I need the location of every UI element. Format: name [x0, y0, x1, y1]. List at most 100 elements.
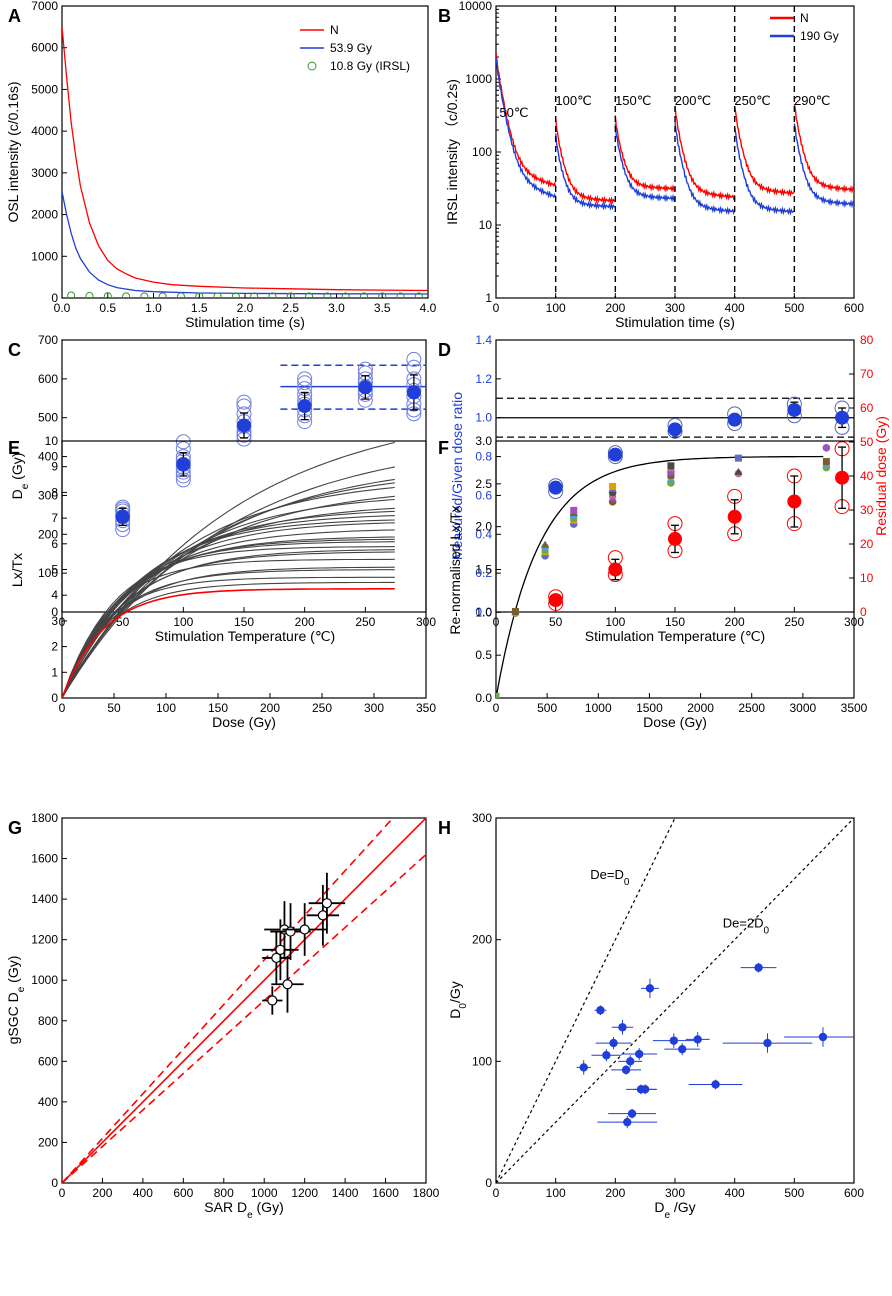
x-tick-label: 0.5 — [99, 301, 116, 315]
x-tick-label: 150 — [234, 615, 254, 629]
dose-response-curve — [62, 566, 395, 698]
plot-area — [62, 441, 395, 698]
plot-frame — [495, 339, 855, 613]
x-tick-label: 3.0 — [328, 301, 345, 315]
x-tick-label: 3.5 — [374, 301, 391, 315]
dose-response-curve — [62, 466, 395, 698]
plot-frame — [61, 5, 429, 299]
x-axis-label: Stimulation time (s) — [185, 314, 305, 330]
residual-point-mean — [787, 494, 802, 509]
plot-area — [62, 26, 428, 298]
panel-f: F0 500 1000 1500 2000 2500 3000 35000.00.51.01.… — [438, 434, 868, 730]
y-axis-label: IRSL intensity （c/0.2s) — [444, 79, 460, 225]
y-tick-label: 100 — [472, 1054, 492, 1068]
y-tick-label: 1.0 — [475, 411, 492, 425]
renormalised-point — [822, 444, 831, 452]
ratio-point-mean — [727, 412, 742, 427]
segment-label: 50℃ — [499, 105, 528, 120]
x-tick-label: 0 — [493, 1186, 500, 1200]
legend-label: N — [330, 23, 339, 37]
y-tick-label: 0.6 — [475, 488, 492, 502]
x-tick-label: 1.5 — [191, 301, 208, 315]
x-tick-label: 3500 — [841, 701, 868, 715]
y-tick-label: 300 — [472, 811, 492, 825]
dose-response-curve — [62, 576, 395, 698]
y-tick-label: 1200 — [31, 933, 58, 947]
y-tick-label: 1.5 — [475, 563, 492, 577]
x-axis-label: SAR De (Gy) — [204, 1199, 283, 1221]
irsl-point — [176, 292, 185, 298]
x-tick-label: 150 — [665, 615, 685, 629]
y-tick-label: 0 — [485, 1176, 492, 1190]
irsl-point — [213, 292, 222, 298]
mean-de-point — [115, 509, 130, 524]
y-tick-label: 800 — [38, 1014, 58, 1028]
irsl-point — [286, 292, 295, 298]
x-tick-label: 400 — [725, 301, 745, 315]
d0-point — [623, 1117, 632, 1127]
x-tick-label: 0 — [493, 301, 500, 315]
x-tick-label: 200 — [605, 301, 625, 315]
plot-area — [496, 818, 854, 1183]
dose-response-curve — [62, 541, 395, 698]
d0-point — [693, 1035, 702, 1044]
panel-b: B 0 100 200 300 400 500 600 1 10 100 1000 10000 50℃ 10… — [438, 0, 864, 330]
irsl-point — [195, 292, 204, 298]
d0-point — [677, 1044, 687, 1054]
x-tick-label: 100 — [173, 615, 193, 629]
d0-point — [621, 1065, 631, 1075]
y-tick-label: 9 — [51, 460, 58, 474]
x-axis-label-rest: (Gy) — [253, 1199, 284, 1215]
y-tick-label: 500 — [38, 411, 58, 425]
y-tick-label: 1.4 — [475, 333, 492, 347]
renormalised-point — [496, 692, 500, 698]
y-axis-label: OSL intensity (c/0.16s) — [5, 81, 21, 222]
y-tick-label: 8 — [51, 485, 58, 499]
x-tick-label: 1500 — [636, 701, 663, 715]
y-axis-label-sub: e — [20, 483, 31, 489]
lower-bound-line — [62, 853, 426, 1183]
mean-de-point — [237, 418, 251, 433]
y-tick-label: 7000 — [31, 0, 58, 13]
y-tick-label: 1 — [485, 291, 492, 305]
decay-curve-4 — [674, 106, 736, 201]
irsl-point — [414, 292, 423, 298]
irsl-point — [122, 292, 131, 298]
guide-label: De=2D0 — [723, 916, 770, 937]
y-tick-label: 1 — [51, 665, 58, 679]
y-tick-label: 6000 — [31, 41, 58, 55]
x-tick-label: 2500 — [738, 701, 765, 715]
individual-de-point — [357, 361, 373, 377]
d0-point — [711, 1080, 720, 1089]
d0-point — [596, 1006, 605, 1015]
legend-label: 53.9 Gy — [330, 41, 372, 55]
y-axis-label-left: Measured/Given dose ratio — [449, 392, 465, 560]
y-axis-label: gSGC De (Gy) — [5, 956, 27, 1045]
residual-point-mean — [548, 593, 563, 608]
ratio-point-mean — [835, 410, 850, 425]
series-line-n — [62, 26, 428, 292]
plot-frame — [61, 817, 427, 1184]
panel-d: D0 50 100 150 200 250 3000.00.20.40.60.81.01.2… — [438, 333, 889, 644]
d0-point — [618, 1023, 627, 1032]
decay-curve-4 — [674, 121, 736, 216]
y-tick-label: 2.5 — [475, 477, 492, 491]
y-tick-label: 600 — [38, 372, 58, 386]
x-tick-label: 600 — [844, 1186, 864, 1200]
y-tick-label: 2 — [51, 640, 58, 654]
dose-response-curve — [62, 529, 395, 698]
x-axis-label: Dose (Gy) — [212, 714, 276, 730]
irsl-point — [323, 292, 332, 298]
x-tick-label: 600 — [173, 1186, 193, 1200]
decay-curve-6 — [793, 103, 854, 194]
panel-label: C — [8, 340, 21, 360]
y-tick-label: 10 — [479, 218, 493, 232]
legend-label: N — [800, 11, 809, 25]
irsl-point — [67, 291, 76, 298]
y-tick-label-right: 10 — [860, 571, 874, 585]
y-tick-label: 400 — [38, 1095, 58, 1109]
x-tick-label: 500 — [784, 1186, 804, 1200]
y-tick-label: 700 — [38, 333, 58, 347]
y-tick-label: 3000 — [31, 166, 58, 180]
